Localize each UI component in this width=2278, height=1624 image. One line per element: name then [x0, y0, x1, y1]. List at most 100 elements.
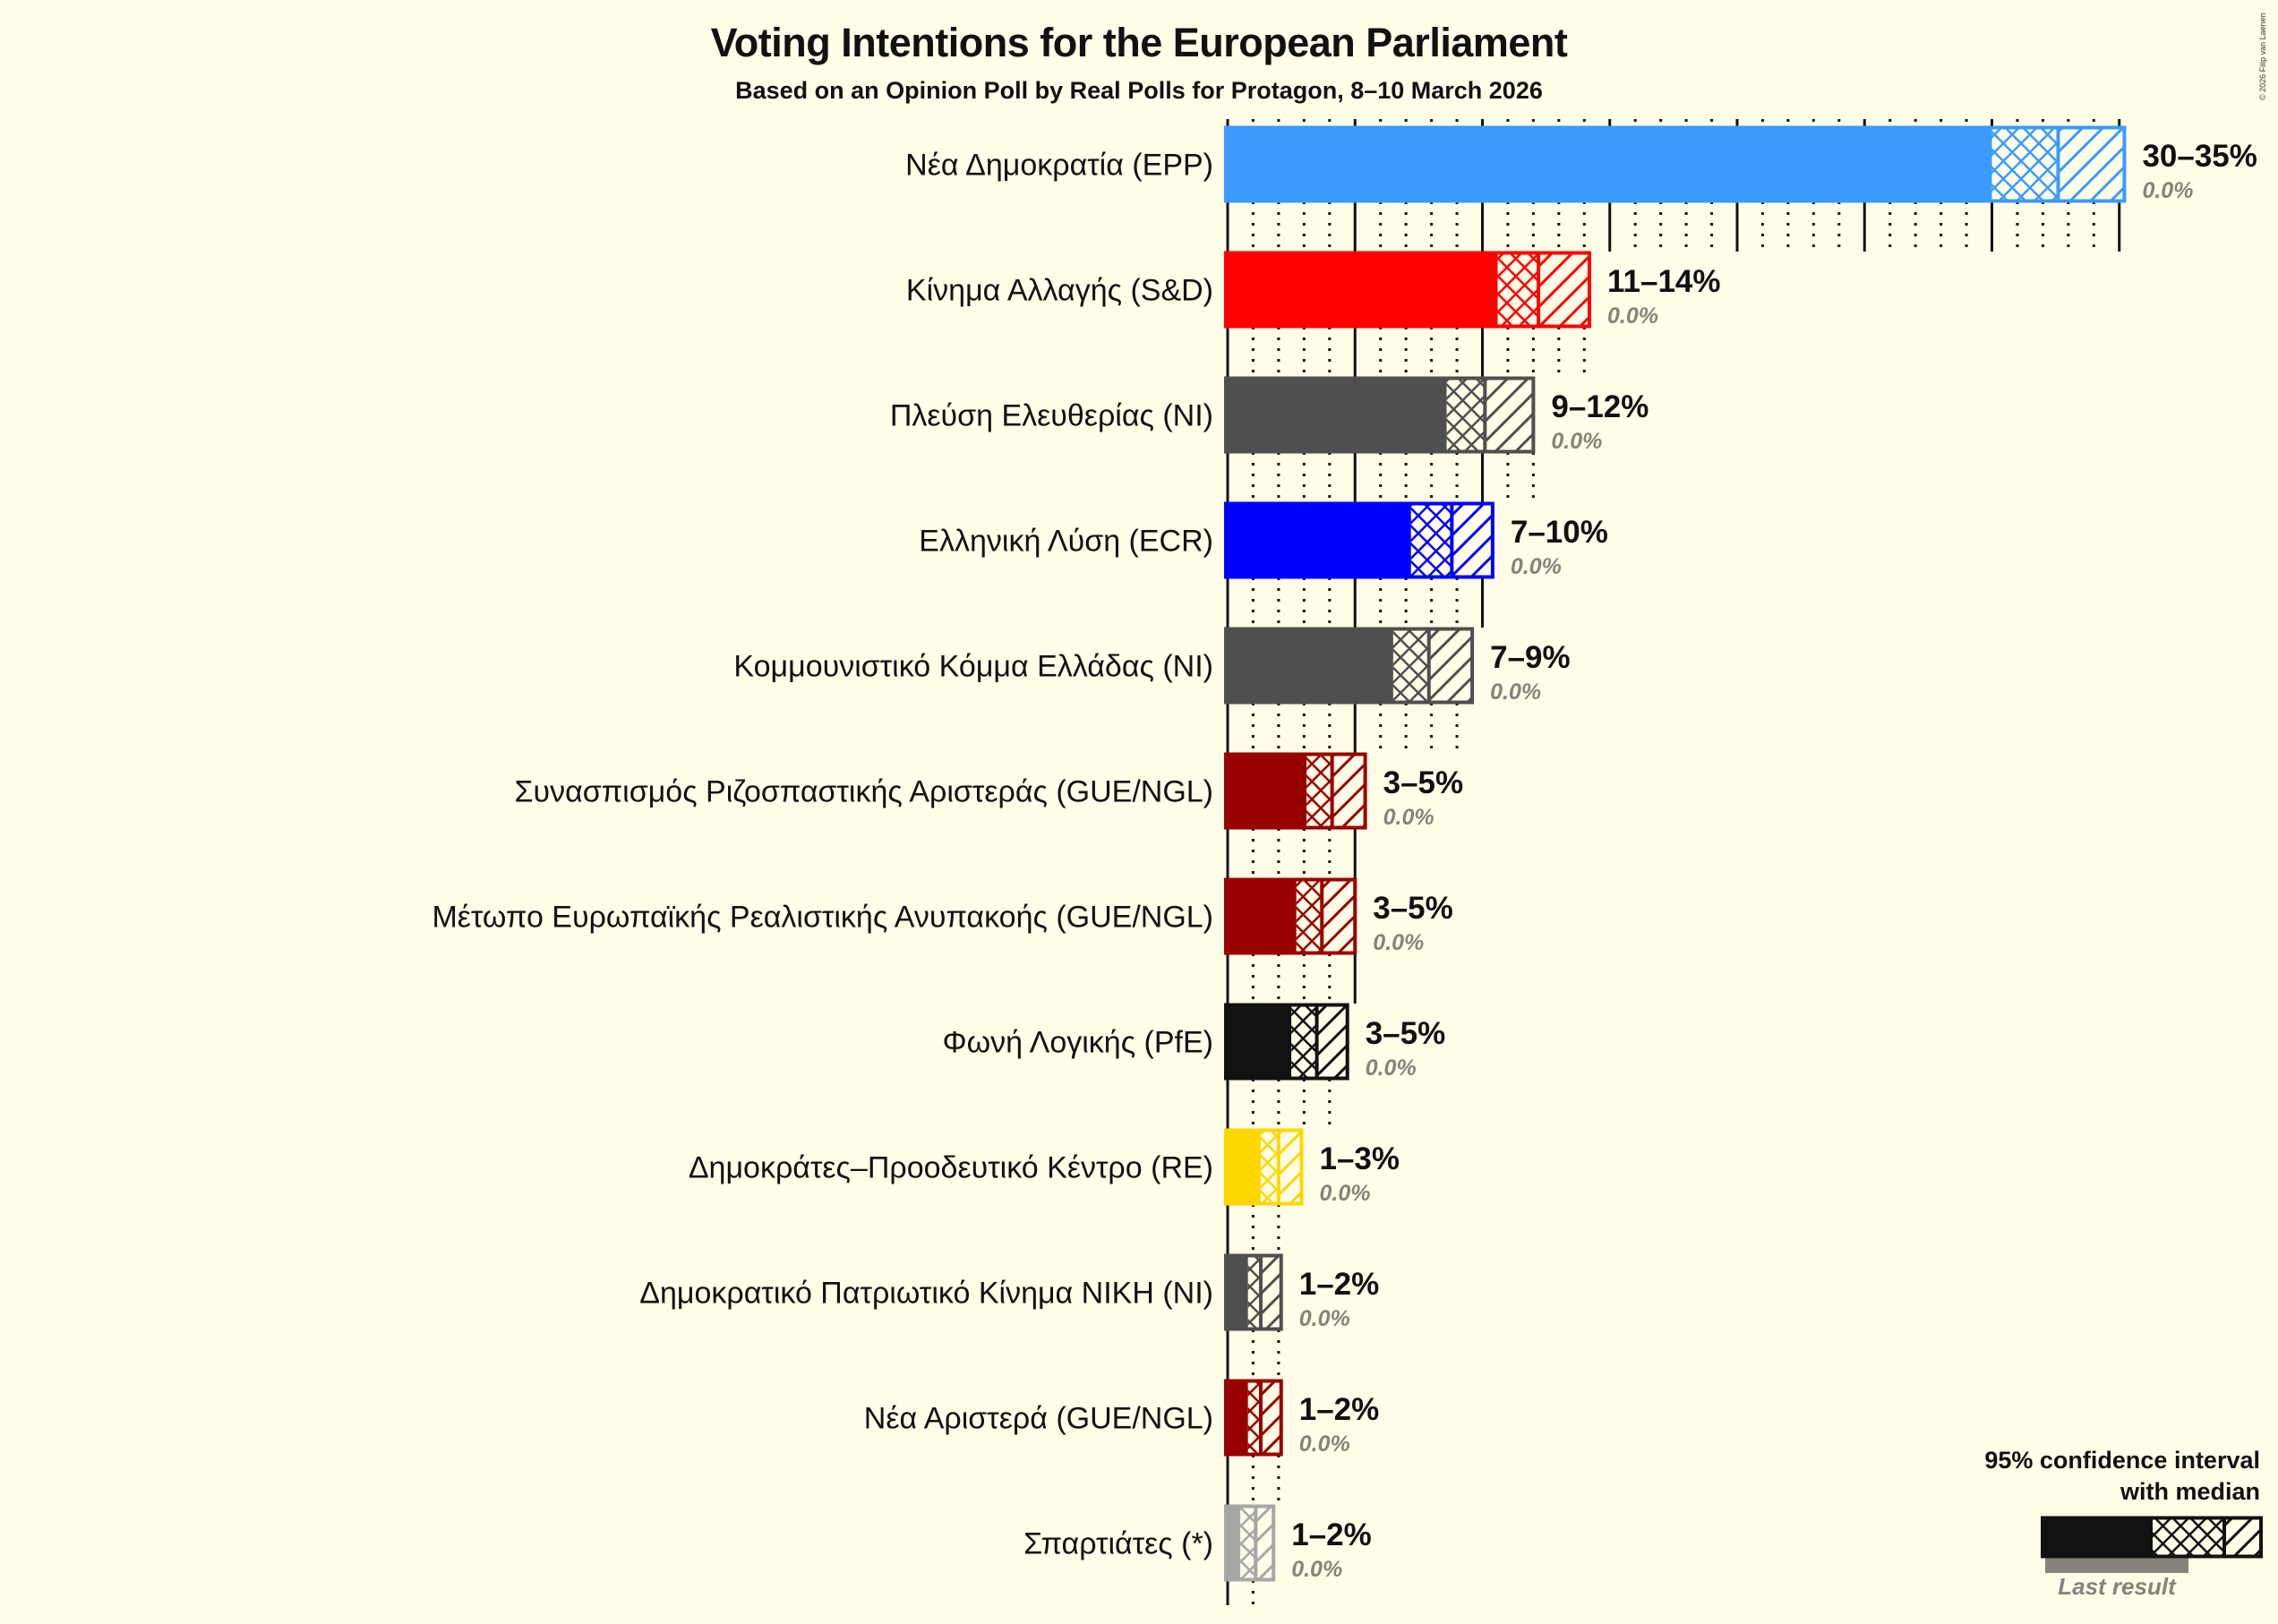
last-result-label: 0.0%: [1383, 805, 1434, 830]
bar-ci-lower: [1991, 128, 2059, 201]
party-label: Πλεύση Ελευθερίας (NI): [890, 399, 1213, 433]
bar-ci-upper: [2058, 128, 2125, 201]
last-result-label: 0.0%: [1511, 554, 1562, 579]
bar-solid: [1226, 753, 1307, 829]
bar-ci-upper: [1428, 629, 1473, 702]
chart-title: Voting Intentions for the European Parli…: [710, 20, 1568, 65]
bar-ci-upper: [1322, 880, 1356, 953]
party-label: Κομμουνιστικό Κόμμα Ελλάδας (NI): [733, 650, 1213, 684]
legend-title-line2: with median: [2120, 1478, 2260, 1505]
range-label: 3–5%: [1383, 765, 1464, 800]
last-result-label: 0.0%: [1366, 1056, 1417, 1081]
range-label: 7–10%: [1511, 515, 1608, 550]
bar-outline: [1224, 627, 1475, 705]
party-label: Δημοκράτες–Προοδευτικό Κέντρο (RE): [689, 1151, 1213, 1185]
bar-ci-upper: [1538, 253, 1589, 326]
bar-solid: [1226, 1129, 1261, 1205]
legend-graphic: [2041, 1516, 2263, 1573]
bar-ci-lower: [1291, 1005, 1317, 1078]
legend-solid: [2042, 1517, 2153, 1558]
last-result-label: 0.0%: [1490, 680, 1541, 705]
party-row: Κομμουνιστικό Κόμμα Ελλάδας (NI) 7–9% 0.0%: [733, 627, 1571, 705]
party-label: Νέα Δημοκρατία (EPP): [905, 149, 1213, 183]
bar-solid: [1226, 1004, 1292, 1080]
bar-outline: [1224, 376, 1536, 454]
bar-ci-lower: [1240, 1507, 1256, 1579]
last-result-label: 0.0%: [1291, 1557, 1342, 1582]
bar-outline: [1224, 877, 1357, 955]
bar-outline: [1224, 1379, 1283, 1457]
bar-solid: [1226, 1254, 1248, 1330]
last-result-label: 0.0%: [2142, 178, 2193, 203]
bar-outline: [1224, 125, 2127, 203]
bar-ci-upper: [1260, 1256, 1281, 1329]
party-label: Μέτωπο Ευρωπαϊκής Ρεαλιστικής Ανυπακοής …: [432, 901, 1213, 935]
bar-outline: [1224, 752, 1367, 830]
range-label: 9–12%: [1551, 389, 1649, 424]
bar-ci-upper: [1452, 504, 1493, 577]
last-result-label: 0.0%: [1607, 303, 1658, 329]
party-label: Συνασπισμός Ριζοσπαστικής Αριστεράς (GUE…: [514, 775, 1213, 809]
range-label: 3–5%: [1366, 1016, 1446, 1051]
bar-solid: [1226, 502, 1411, 578]
range-label: 1–2%: [1299, 1267, 1380, 1302]
legend-title-line1: 95% confidence interval: [1984, 1447, 2260, 1474]
bar-outline: [1224, 1003, 1349, 1081]
bar-ci-lower: [1446, 379, 1486, 451]
bar-solid: [1226, 377, 1447, 453]
bar-ci-upper: [1260, 1381, 1281, 1454]
bar-ci-upper: [1316, 1005, 1348, 1078]
party-row: Νέα Αριστερά (GUE/NGL) 1–2% 0.0%: [864, 1379, 1380, 1457]
party-label: Φωνή Λογικής (PfE): [942, 1026, 1213, 1060]
legend-title: 95% confidence interval with median: [1984, 1445, 2260, 1508]
last-result-label: 0.0%: [1299, 1306, 1350, 1331]
party-label: Σπαρτιάτες (*): [1023, 1527, 1213, 1561]
bar-outline: [1224, 1253, 1283, 1331]
bar-solid: [1226, 252, 1498, 328]
party-row: Δημοκρατικό Πατριωτικό Κίνημα ΝΙΚΗ (NI) 1…: [639, 1253, 1380, 1331]
range-label: 1–2%: [1299, 1392, 1380, 1427]
party-row: Συνασπισμός Ριζοσπαστικής Αριστεράς (GUE…: [514, 752, 1464, 830]
range-label: 1–3%: [1320, 1141, 1400, 1176]
party-label: Δημοκρατικό Πατριωτικό Κίνημα ΝΙΚΗ (NI): [639, 1277, 1213, 1311]
party-row: Νέα Δημοκρατία (EPP) 30–35% 0.0%: [905, 125, 2257, 203]
party-label: Νέα Αριστερά (GUE/NGL): [864, 1402, 1213, 1436]
bar-ci-lower: [1497, 253, 1539, 326]
bar-solid: [1226, 126, 1992, 202]
party-row: Κίνημα Αλλαγής (S&D) 11–14% 0.0%: [906, 251, 1721, 329]
party-row: Μέτωπο Ευρωπαϊκής Ρεαλιστικής Ανυπακοής …: [432, 877, 1453, 955]
party-row: Πλεύση Ελευθερίας (NI) 9–12% 0.0%: [890, 376, 1649, 454]
bar-ci-upper: [1278, 1131, 1302, 1203]
last-result-label: 0.0%: [1373, 930, 1424, 955]
party-label: Ελληνική Λύση (ECR): [919, 525, 1213, 559]
bar-ci-lower: [1296, 880, 1323, 953]
legend-hatch: [2224, 1518, 2260, 1556]
party-row: Φωνή Λογικής (PfE) 3–5% 0.0%: [942, 1003, 1446, 1081]
bar-ci-upper: [1332, 755, 1366, 827]
range-label: 3–5%: [1373, 891, 1453, 926]
range-label: 1–2%: [1291, 1517, 1372, 1552]
bar-solid: [1226, 1505, 1241, 1581]
bar-ci-lower: [1260, 1131, 1279, 1203]
bar-solid: [1226, 878, 1297, 954]
bar-solid: [1226, 1380, 1248, 1456]
bar-ci-upper: [1485, 379, 1534, 451]
bar-outline: [1224, 1504, 1276, 1582]
party-row: Σπαρτιάτες (*) 1–2% 0.0%: [1023, 1504, 1372, 1582]
party-label: Κίνημα Αλλαγής (S&D): [906, 274, 1213, 308]
legend-last-result-bar: [2045, 1558, 2188, 1573]
last-result-label: 0.0%: [1551, 429, 1602, 454]
bar-ci-lower: [1247, 1381, 1261, 1454]
bar-ci-lower: [1247, 1256, 1261, 1329]
gridlines: [1226, 119, 2121, 1605]
range-label: 11–14%: [1607, 264, 1721, 299]
legend-last-result-label: Last result: [2058, 1573, 2176, 1600]
bar-ci-lower: [1410, 504, 1452, 577]
bar-outline: [1224, 1128, 1304, 1206]
party-row: Ελληνική Λύση (ECR) 7–10% 0.0%: [919, 501, 1608, 579]
bar-ci-upper: [1255, 1507, 1274, 1579]
party-row: Δημοκράτες–Προοδευτικό Κέντρο (RE) 1–3% 0.…: [689, 1128, 1400, 1206]
legend-crosshatch: [2153, 1518, 2224, 1556]
bar-ci-lower: [1306, 755, 1332, 827]
